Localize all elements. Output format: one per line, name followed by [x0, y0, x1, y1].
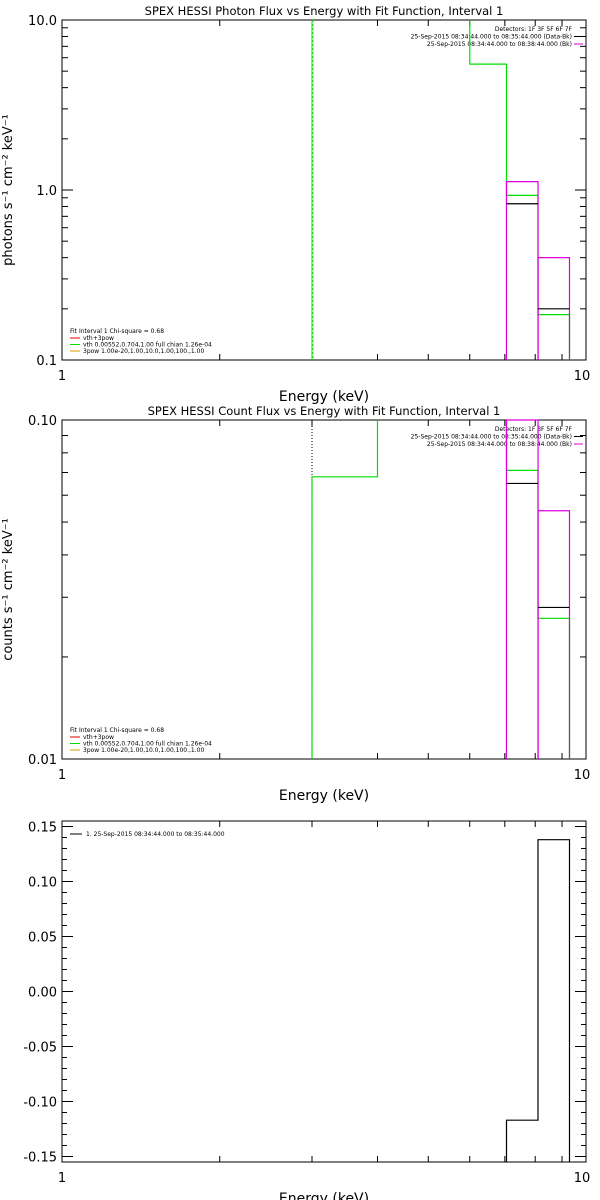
y-tick-label: 0.10: [28, 876, 57, 891]
header-line: 25-Sep-2015 08:34:44.000 to 08:38:44.000…: [427, 441, 572, 448]
plot-frame: [61, 419, 587, 760]
header-line: 25-Sep-2015 08:34:44.000 to 08:38:44.000…: [427, 41, 572, 48]
chart-title: SPEX HESSI Photon Flux vs Energy with Fi…: [145, 4, 504, 18]
x-tick-label: 1: [58, 768, 66, 783]
panel-3: 1 10 Energy (keV) -0.15 -0.10 -0.05 0.00 0.05 0.…: [23, 820, 591, 1200]
y-tick-label: 0.00: [28, 986, 57, 1001]
y-tick-label: -0.05: [23, 1041, 57, 1056]
y-tick-label: 1.0: [36, 184, 57, 199]
x-tick-label: 10: [574, 369, 591, 384]
y-axis-label: counts s⁻¹ cm⁻² keV⁻¹: [1, 518, 16, 661]
chart-title: SPEX HESSI Count Flux vs Energy with Fit…: [148, 404, 501, 418]
legend-label: 3pow 1.00e-20,1.00,10.0,1.00,100.,1.00: [83, 348, 204, 355]
legend-label: vth 0.00552,0.704,1.00 full chian 1.26e-…: [83, 342, 212, 349]
legend-label: 3pow 1.00e-20,1.00,10.0,1.00,100.,1.00: [83, 747, 204, 754]
series-step-line: [505, 839, 571, 1162]
series-bin: [505, 181, 539, 360]
header-line: 25-Sep-2015 08:34:44.000 to 08:35:44.000…: [411, 34, 572, 41]
header-line: Detectors: 1F 3F 5F 6F 7F: [495, 26, 573, 33]
y-tick-label: 0.10: [28, 414, 57, 429]
header-line: 25-Sep-2015 08:34:44.000 to 08:35:44.000…: [411, 434, 572, 441]
legend-title: Fit Interval 1 Chi-square = 0.68: [70, 328, 164, 335]
y-tick-label: 0.05: [28, 931, 57, 946]
panel-1: SPEX HESSI Photon Flux vs Energy with Fi…: [1, 4, 590, 405]
x-tick-label: 1: [58, 369, 66, 384]
plot-frame: [61, 820, 587, 1163]
x-axis-label: Energy (keV): [279, 389, 369, 405]
y-tick-label: -0.15: [23, 1151, 57, 1166]
panel-2: SPEX HESSI Count Flux vs Energy with Fit…: [1, 404, 590, 804]
series-step-line: [469, 20, 571, 360]
legend-title: Fit Interval 1 Chi-square = 0.68: [70, 727, 164, 734]
y-tick-label: 10.0: [28, 14, 57, 29]
x-axis-label: Energy (keV): [279, 1191, 369, 1200]
x-tick-label: 10: [574, 1171, 591, 1186]
series-step-line: [311, 420, 379, 759]
y-tick-label: -0.10: [23, 1096, 57, 1111]
legend-label: vth 0.00552,0.704,1.00 full chian 1.26e-…: [83, 741, 212, 748]
x-axis-label: Energy (keV): [279, 788, 369, 804]
y-axis-label: photons s⁻¹ cm⁻² keV⁻¹: [1, 114, 16, 266]
plot-frame: [61, 19, 587, 361]
x-tick-label: 10: [574, 768, 591, 783]
y-tick-label: 0.15: [28, 821, 57, 836]
legend-label: vth+3pow: [83, 734, 114, 741]
legend-label: 1. 25-Sep-2015 08:34:44.000 to 08:35:44.…: [86, 831, 225, 838]
x-tick-label: 1: [58, 1171, 66, 1186]
legend-label: vth+3pow: [83, 335, 114, 342]
y-tick-label: 0.01: [28, 753, 57, 768]
series-bin: [537, 510, 571, 759]
header-line: Detectors: 1F 3F 5F 6F 7F: [495, 426, 573, 433]
y-tick-label: 0.1: [36, 354, 57, 369]
